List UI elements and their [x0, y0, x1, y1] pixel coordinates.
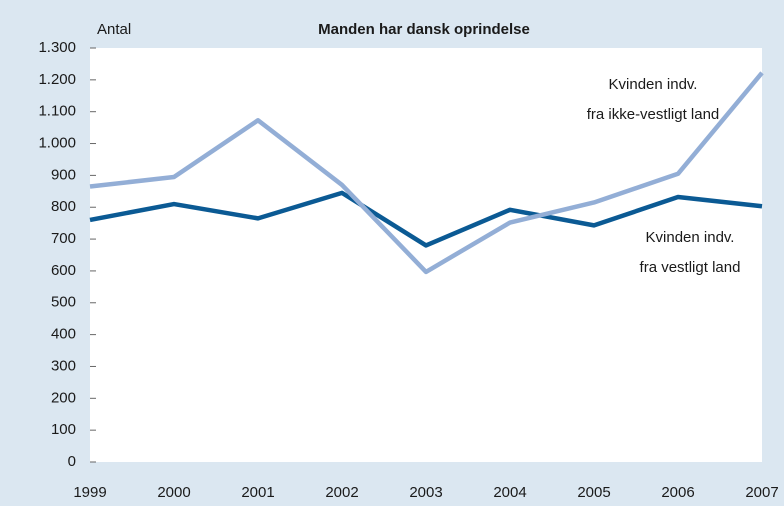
y-tick-label: 100 [51, 421, 76, 438]
annotation: fra vestligt land [640, 259, 741, 276]
series-line [89, 71, 764, 275]
y-tick-label: 700 [51, 230, 76, 247]
y-tick-label: 500 [51, 294, 76, 311]
annotation: fra ikke-vestligt land [587, 106, 720, 123]
y-axis-label: Antal [97, 21, 131, 38]
y-tick-label: 200 [51, 389, 76, 406]
x-tick-label: 2004 [493, 484, 526, 501]
y-tick-label: 1.300 [38, 39, 76, 56]
y-tick-label: 600 [51, 262, 76, 279]
y-tick-label: 1.000 [38, 135, 76, 152]
x-tick-label: 2001 [241, 484, 274, 501]
x-tick-label: 2005 [577, 484, 610, 501]
y-tick-label: 800 [51, 198, 76, 215]
chart-title: Manden har dansk oprindelse [318, 21, 530, 38]
x-tick-label: 2003 [409, 484, 442, 501]
x-tick-label: 2000 [157, 484, 190, 501]
y-tick-label: 300 [51, 357, 76, 374]
y-tick-label: 400 [51, 326, 76, 343]
x-tick-label: 1999 [73, 484, 106, 501]
y-tick-label: 1.200 [38, 71, 76, 88]
x-tick-label: 2002 [325, 484, 358, 501]
annotation: Kvinden indv. [609, 76, 698, 93]
annotation: Kvinden indv. [646, 229, 735, 246]
x-tick-label: 2006 [661, 484, 694, 501]
plot-area [90, 48, 762, 462]
y-tick-label: 0 [68, 453, 76, 470]
y-tick-label: 1.100 [38, 103, 76, 120]
series-line [89, 190, 763, 248]
y-tick-label: 900 [51, 166, 76, 183]
x-tick-label: 2007 [745, 484, 778, 501]
